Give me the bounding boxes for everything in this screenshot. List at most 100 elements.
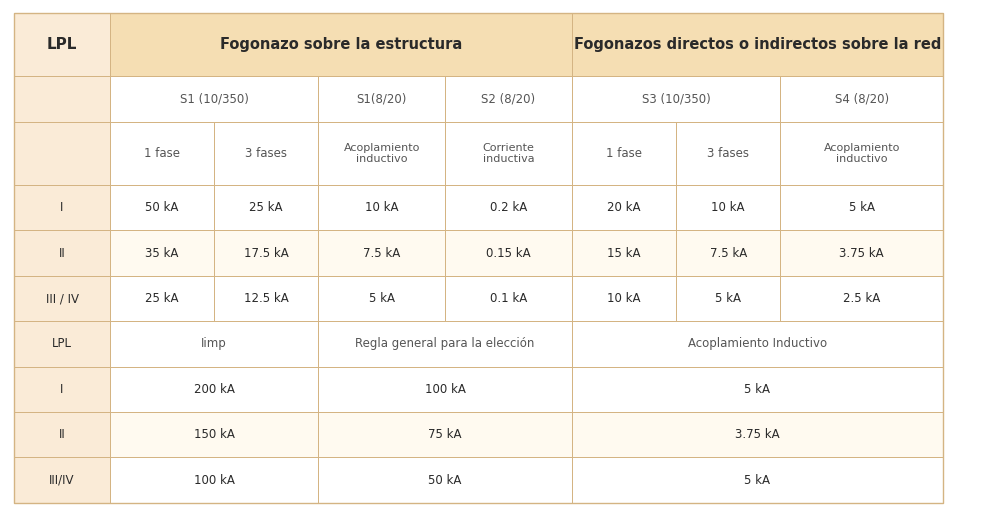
Text: 35 kA: 35 kA [145, 247, 179, 260]
Bar [676, 276, 781, 321]
Text: Corriente
inductiva: Corriente inductiva [482, 143, 534, 165]
Bar [110, 412, 318, 458]
Bar [318, 230, 445, 276]
Text: S2 (8/20): S2 (8/20) [481, 92, 535, 106]
Text: 100 kA: 100 kA [193, 473, 235, 486]
Text: 25 kA: 25 kA [249, 201, 283, 214]
Bar [214, 122, 318, 185]
Text: 50 kA: 50 kA [145, 201, 179, 214]
Text: S4 (8/20): S4 (8/20) [835, 92, 889, 106]
Bar [572, 321, 943, 367]
Bar [15, 185, 110, 230]
Bar [572, 13, 943, 76]
Text: S3 (10/350): S3 (10/350) [641, 92, 710, 106]
Text: 12.5 kA: 12.5 kA [244, 292, 289, 305]
Bar [110, 321, 318, 367]
Text: 25 kA: 25 kA [145, 292, 179, 305]
Bar [445, 230, 572, 276]
Bar [15, 13, 110, 76]
Text: 10 kA: 10 kA [365, 201, 399, 214]
Bar [572, 230, 676, 276]
Bar [318, 458, 572, 503]
Bar [318, 321, 572, 367]
Text: 5 kA: 5 kA [744, 473, 770, 486]
Text: 17.5 kA: 17.5 kA [244, 247, 289, 260]
Text: 200 kA: 200 kA [193, 383, 235, 396]
Text: Fogonazos directos o indirectos sobre la red: Fogonazos directos o indirectos sobre la… [573, 37, 941, 52]
Text: LPL: LPL [52, 338, 72, 350]
Text: I: I [60, 383, 64, 396]
Text: 15 kA: 15 kA [607, 247, 640, 260]
Text: 1 fase: 1 fase [143, 147, 180, 160]
Text: 50 kA: 50 kA [428, 473, 462, 486]
Bar [214, 230, 318, 276]
Bar [110, 276, 214, 321]
Bar [572, 458, 943, 503]
Text: LPL: LPL [47, 37, 78, 52]
Bar [318, 276, 445, 321]
Bar [572, 367, 943, 412]
Text: III / IV: III / IV [45, 292, 79, 305]
Text: II: II [59, 247, 66, 260]
Bar [572, 122, 676, 185]
Text: Fogonazo sobre la estructura: Fogonazo sobre la estructura [220, 37, 462, 52]
Text: 3 fases: 3 fases [246, 147, 287, 160]
Bar [781, 230, 943, 276]
Bar [781, 122, 943, 185]
Bar [572, 412, 943, 458]
Bar [15, 276, 110, 321]
Bar [572, 276, 676, 321]
Bar [445, 76, 572, 122]
Text: III/IV: III/IV [49, 473, 75, 486]
Bar [110, 76, 318, 122]
Bar [110, 13, 572, 76]
Text: 0.2 kA: 0.2 kA [490, 201, 527, 214]
Bar [318, 76, 445, 122]
Bar [110, 367, 318, 412]
Bar [318, 367, 572, 412]
Bar [318, 122, 445, 185]
Bar [214, 276, 318, 321]
Bar [676, 185, 781, 230]
Text: 0.15 kA: 0.15 kA [486, 247, 530, 260]
Bar [781, 185, 943, 230]
Bar [445, 185, 572, 230]
Text: Acoplamiento
inductivo: Acoplamiento inductivo [344, 143, 420, 165]
Bar [445, 276, 572, 321]
Text: S1(8/20): S1(8/20) [356, 92, 407, 106]
Text: I: I [60, 201, 64, 214]
Text: 75 kA: 75 kA [428, 428, 462, 441]
Bar [15, 76, 110, 122]
Text: 5 kA: 5 kA [848, 201, 875, 214]
Text: 5 kA: 5 kA [744, 383, 770, 396]
Bar [15, 230, 110, 276]
Text: Regla general para la elección: Regla general para la elección [355, 338, 534, 350]
Bar [781, 276, 943, 321]
Text: Acoplamiento Inductivo: Acoplamiento Inductivo [687, 338, 827, 350]
Bar [15, 458, 110, 503]
Text: 10 kA: 10 kA [711, 201, 745, 214]
Text: 20 kA: 20 kA [607, 201, 640, 214]
Text: 5 kA: 5 kA [715, 292, 741, 305]
Text: 100 kA: 100 kA [424, 383, 465, 396]
Bar [15, 412, 110, 458]
Bar [110, 122, 214, 185]
Text: Iimp: Iimp [201, 338, 227, 350]
Text: 7.5 kA: 7.5 kA [710, 247, 746, 260]
Bar [572, 76, 781, 122]
Text: 150 kA: 150 kA [193, 428, 235, 441]
Text: Acoplamiento
inductivo: Acoplamiento inductivo [824, 143, 900, 165]
Bar [110, 230, 214, 276]
Bar [676, 230, 781, 276]
Bar [110, 458, 318, 503]
Bar [15, 367, 110, 412]
Text: 1 fase: 1 fase [606, 147, 642, 160]
Bar [214, 185, 318, 230]
Bar [572, 185, 676, 230]
Bar [676, 122, 781, 185]
Bar [15, 321, 110, 367]
Text: 3 fases: 3 fases [707, 147, 749, 160]
Bar [110, 185, 214, 230]
Bar [318, 185, 445, 230]
Text: S1 (10/350): S1 (10/350) [180, 92, 248, 106]
